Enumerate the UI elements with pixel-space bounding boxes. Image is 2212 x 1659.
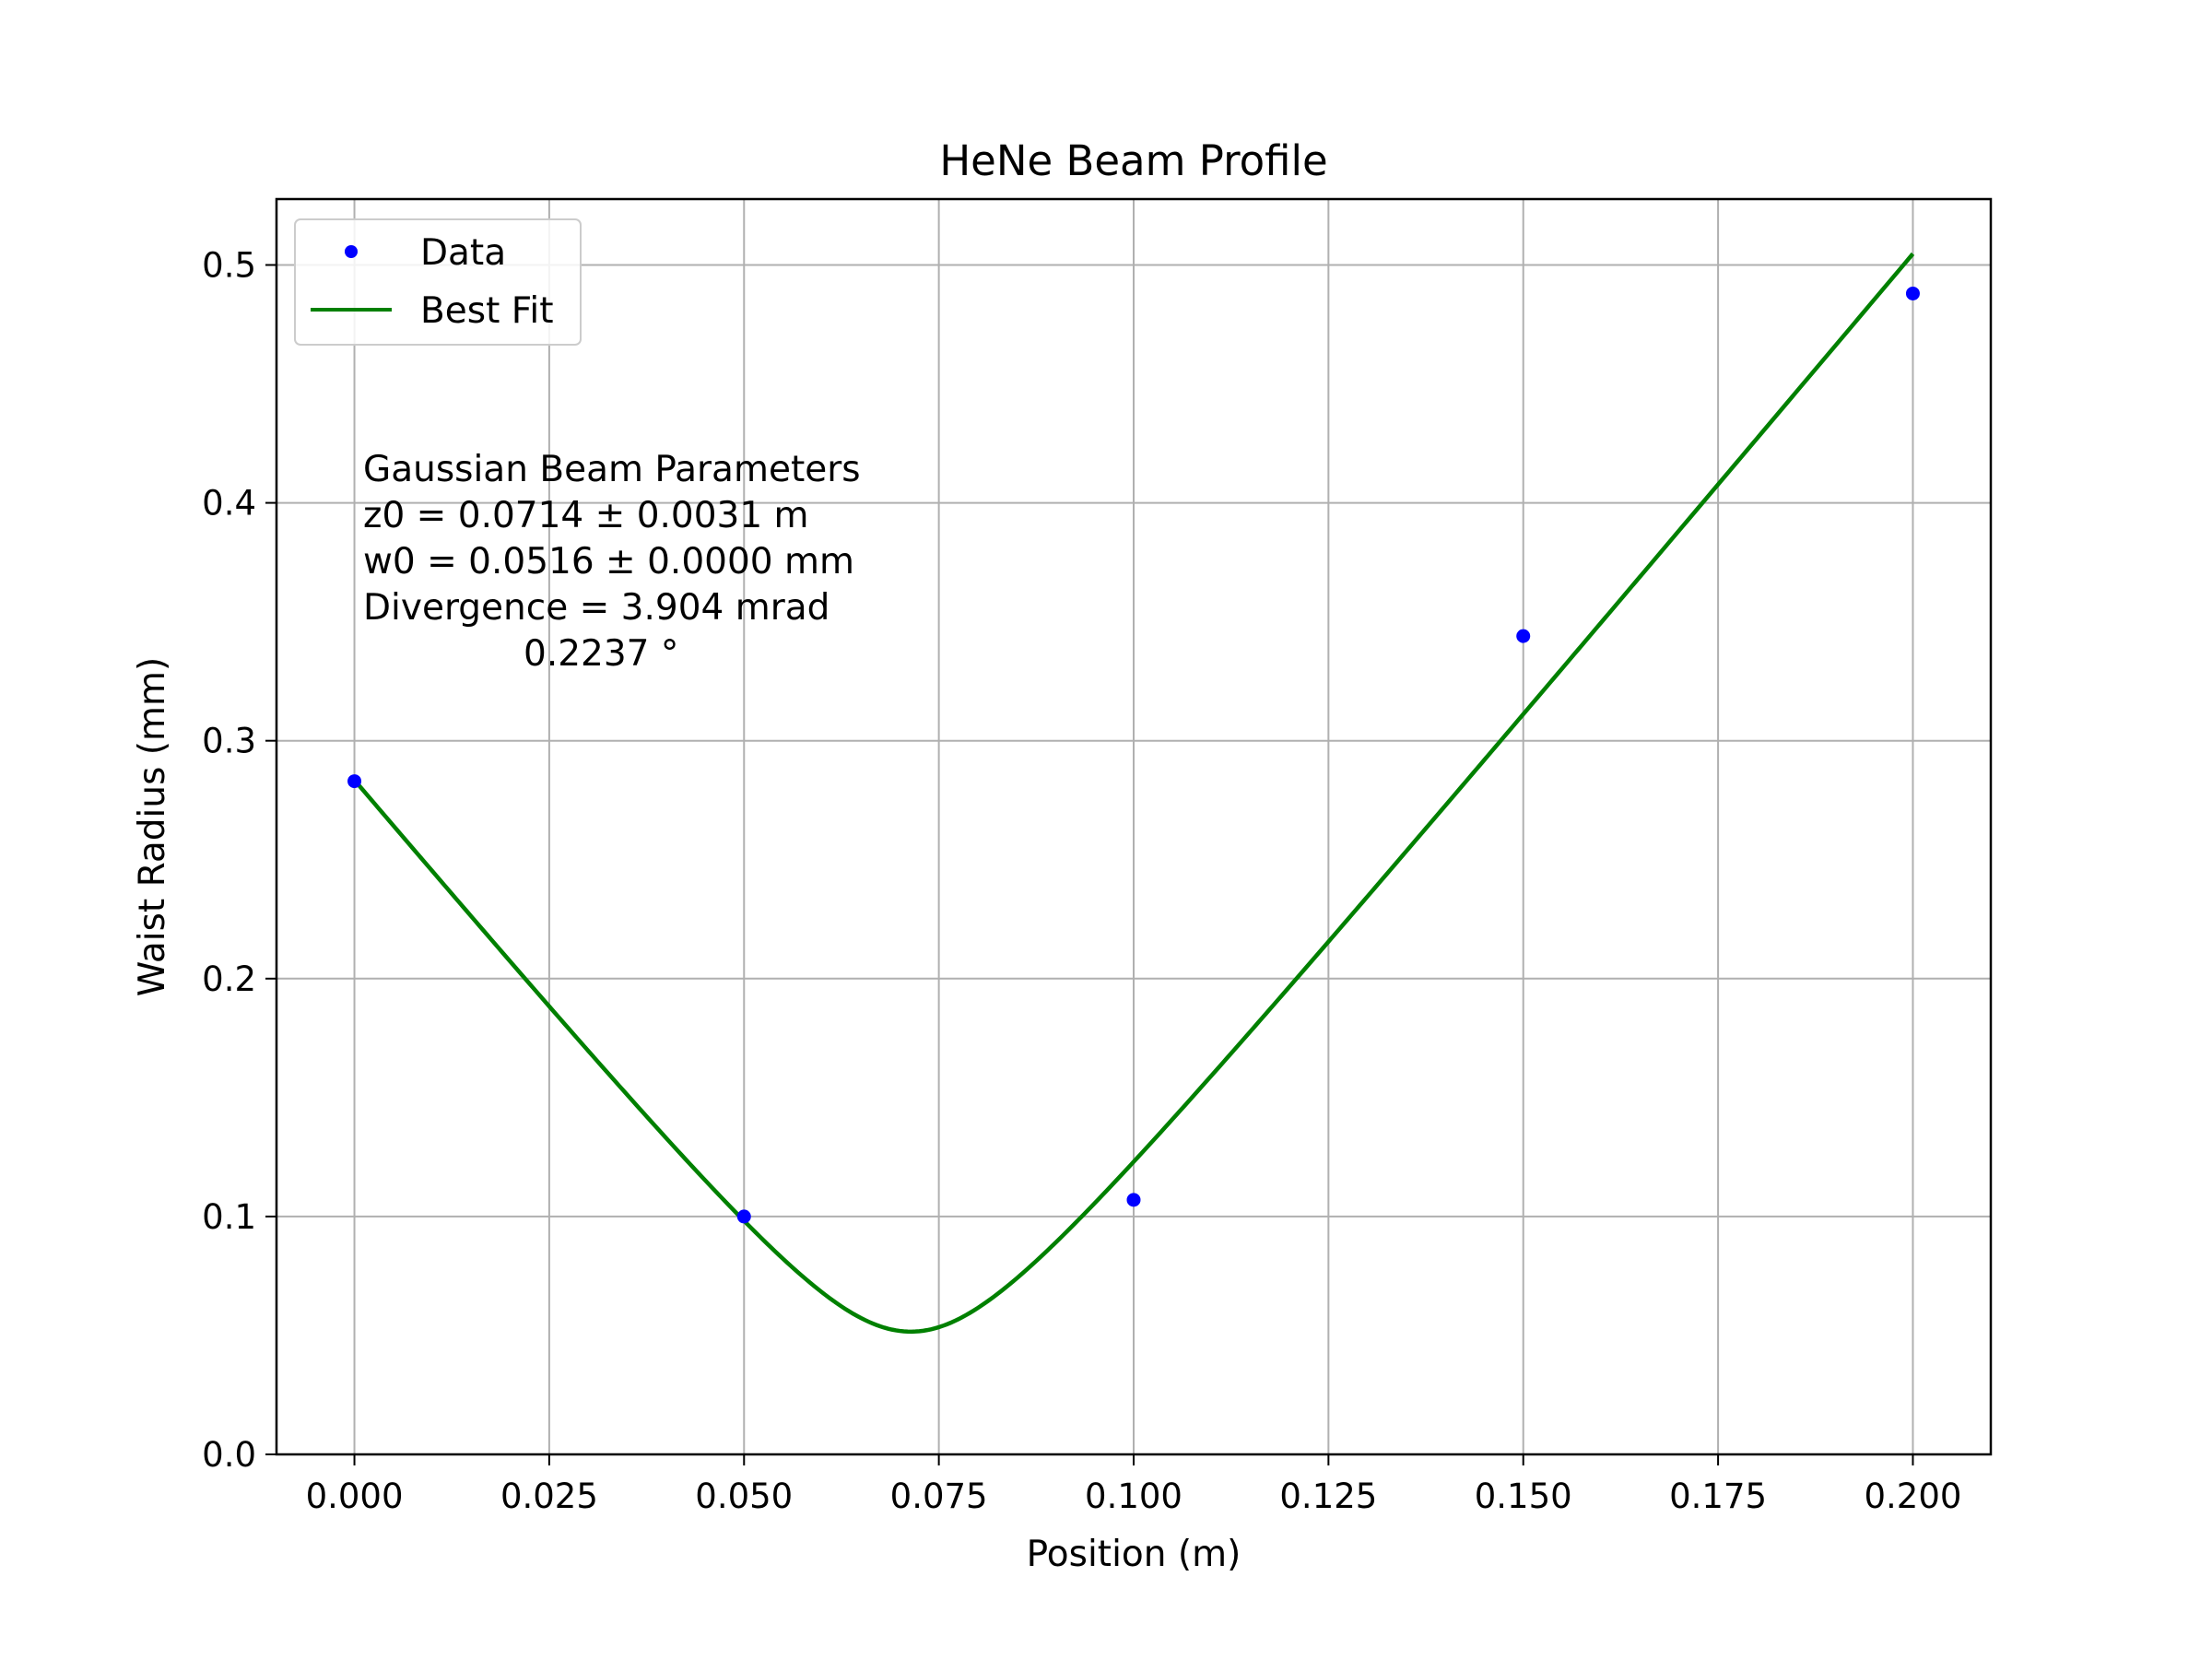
annotation-line-3: w0 = 0.0516 ± 0.0000 mm bbox=[363, 541, 854, 582]
grid-lines bbox=[276, 199, 1991, 1455]
chart-title: HeNe Beam Profile bbox=[939, 136, 1327, 185]
x-tick-label: 0.175 bbox=[1669, 1477, 1767, 1516]
data-point bbox=[347, 774, 362, 789]
annotation-line-4: Divergence = 3.904 mrad bbox=[363, 587, 830, 629]
legend-frame bbox=[294, 218, 582, 346]
x-tick-label: 0.025 bbox=[500, 1477, 598, 1516]
legend: Data Best Fit bbox=[294, 218, 582, 346]
annotation-line-1: Gaussian Beam Parameters bbox=[363, 449, 861, 490]
data-point bbox=[1516, 629, 1531, 643]
legend-label-best-fit: Best Fit bbox=[420, 290, 553, 332]
x-tick-label: 0.100 bbox=[1085, 1477, 1182, 1516]
y-tick-label: 0.1 bbox=[202, 1197, 256, 1237]
y-tick-label: 0.0 bbox=[202, 1435, 256, 1475]
x-tick-label: 0.150 bbox=[1475, 1477, 1572, 1516]
y-tick-label: 0.4 bbox=[202, 484, 256, 524]
series-layer bbox=[347, 252, 1920, 1335]
annotation-line-5: 0.2237 ° bbox=[524, 633, 678, 675]
x-tick-label: 0.000 bbox=[306, 1477, 404, 1516]
annotation-box: Gaussian Beam Parameters z0 = 0.0714 ± 0… bbox=[363, 449, 861, 675]
y-axis-label: Waist Radius (mm) bbox=[132, 657, 173, 996]
data-point bbox=[736, 1209, 751, 1224]
x-tick-label: 0.075 bbox=[890, 1477, 988, 1516]
x-tick-label: 0.125 bbox=[1279, 1477, 1377, 1516]
legend-marker-data bbox=[345, 245, 358, 258]
y-tick-label: 0.2 bbox=[202, 959, 256, 999]
x-tick-label: 0.050 bbox=[695, 1477, 793, 1516]
axis-ticks: 0.000 0.025 0.050 0.075 0.100 0.125 0.150 0.175… bbox=[202, 245, 1961, 1516]
data-point bbox=[1126, 1193, 1141, 1207]
y-tick-label: 0.3 bbox=[202, 722, 256, 761]
x-tick-label: 0.200 bbox=[1864, 1477, 1961, 1516]
annotation-line-2: z0 = 0.0714 ± 0.0031 m bbox=[363, 495, 809, 536]
legend-label-data: Data bbox=[420, 232, 506, 274]
best-fit-line bbox=[352, 252, 1915, 1335]
data-point bbox=[1905, 286, 1920, 300]
x-axis-label: Position (m) bbox=[1027, 1534, 1241, 1575]
y-tick-label: 0.5 bbox=[202, 245, 256, 285]
